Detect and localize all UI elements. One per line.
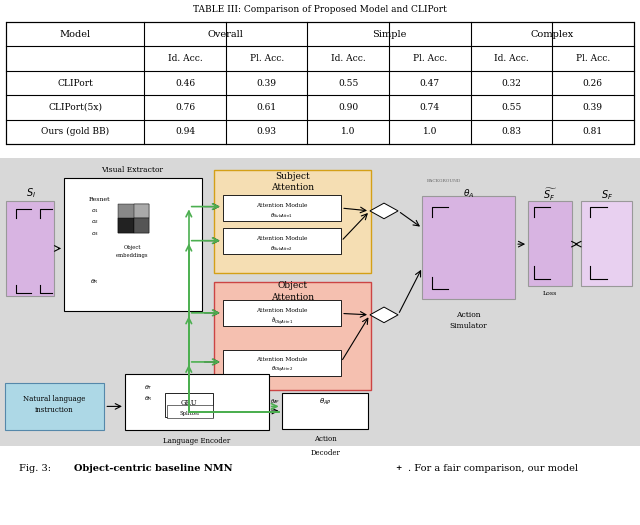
FancyBboxPatch shape (134, 218, 149, 233)
Text: Visual Extractor: Visual Extractor (102, 166, 163, 174)
FancyBboxPatch shape (118, 218, 134, 233)
FancyBboxPatch shape (422, 196, 515, 299)
Text: instruction: instruction (35, 406, 74, 414)
Text: 0.26: 0.26 (583, 79, 603, 88)
Text: Decoder: Decoder (310, 449, 340, 457)
Text: $o_3$: $o_3$ (91, 230, 99, 238)
FancyBboxPatch shape (214, 171, 371, 273)
Text: Pl. Acc.: Pl. Acc. (413, 54, 447, 63)
Text: Resnet: Resnet (88, 197, 110, 202)
Polygon shape (370, 307, 398, 323)
Text: Attention Module: Attention Module (256, 308, 307, 313)
Text: $\theta_{SubAttn1}$: $\theta_{SubAttn1}$ (270, 211, 293, 219)
Text: 0.81: 0.81 (583, 128, 603, 136)
Text: CLIPort: CLIPort (58, 79, 93, 88)
Text: 0.55: 0.55 (338, 79, 358, 88)
Text: 0.94: 0.94 (175, 128, 195, 136)
Text: $o_1$: $o_1$ (91, 207, 99, 215)
Text: Natural language: Natural language (23, 395, 86, 403)
FancyBboxPatch shape (214, 281, 371, 390)
Text: $\theta_A$: $\theta_A$ (463, 187, 474, 200)
Text: $\hat{\theta}_{ObjAttn1}$: $\hat{\theta}_{ObjAttn1}$ (271, 314, 292, 327)
Text: Pl. Acc.: Pl. Acc. (576, 54, 610, 63)
Text: CLIPort(5x): CLIPort(5x) (49, 103, 102, 112)
FancyBboxPatch shape (223, 228, 341, 254)
Text: Loss: Loss (543, 291, 557, 296)
Text: 0.61: 0.61 (257, 103, 276, 112)
Text: Action: Action (456, 311, 481, 319)
FancyBboxPatch shape (282, 393, 368, 429)
Text: 0.39: 0.39 (257, 79, 276, 88)
Text: Simple: Simple (372, 30, 406, 39)
Text: Splitter: Splitter (180, 412, 200, 416)
Text: $\theta_R$: $\theta_R$ (90, 277, 99, 286)
FancyBboxPatch shape (223, 300, 341, 327)
Text: $\theta_{ObjAttn2}$: $\theta_{ObjAttn2}$ (271, 365, 292, 375)
Text: Subject: Subject (275, 172, 310, 181)
Text: Attention Module: Attention Module (256, 203, 307, 208)
Text: BACKGROUND: BACKGROUND (426, 178, 461, 183)
Text: Attention Module: Attention Module (256, 357, 307, 362)
FancyBboxPatch shape (125, 374, 269, 430)
Text: Complex: Complex (531, 30, 573, 39)
Text: $\theta_{AP}$: $\theta_{AP}$ (270, 397, 280, 406)
Text: 0.55: 0.55 (501, 103, 522, 112)
FancyBboxPatch shape (6, 201, 54, 296)
Text: $S_F$: $S_F$ (601, 188, 612, 202)
Text: 0.39: 0.39 (583, 103, 603, 112)
Text: $\theta_R$: $\theta_R$ (144, 394, 153, 403)
FancyBboxPatch shape (167, 405, 213, 418)
FancyBboxPatch shape (528, 201, 572, 286)
Text: $\theta_T$: $\theta_T$ (144, 383, 153, 392)
Text: $o_2$: $o_2$ (91, 218, 99, 226)
FancyBboxPatch shape (581, 201, 632, 286)
FancyBboxPatch shape (64, 177, 202, 311)
Text: Pl. Acc.: Pl. Acc. (250, 54, 284, 63)
Text: Object: Object (124, 245, 141, 249)
Text: 0.76: 0.76 (175, 103, 195, 112)
Text: 0.74: 0.74 (420, 103, 440, 112)
FancyBboxPatch shape (5, 383, 104, 430)
Text: embeddings: embeddings (116, 253, 148, 258)
Text: 0.32: 0.32 (501, 79, 521, 88)
FancyBboxPatch shape (118, 204, 149, 233)
Text: 0.83: 0.83 (501, 128, 522, 136)
FancyBboxPatch shape (165, 393, 213, 417)
FancyBboxPatch shape (223, 195, 341, 221)
Text: $S_I$: $S_I$ (26, 187, 36, 201)
FancyBboxPatch shape (0, 158, 640, 446)
Text: $\widetilde{S_F}$: $\widetilde{S_F}$ (543, 187, 557, 203)
Text: 0.46: 0.46 (175, 79, 195, 88)
Text: 0.90: 0.90 (338, 103, 358, 112)
Text: 1.0: 1.0 (341, 128, 355, 136)
Text: Object: Object (277, 281, 308, 290)
Text: 0.93: 0.93 (257, 128, 276, 136)
Text: Action: Action (314, 435, 337, 443)
Text: Object-centric baseline NMN: Object-centric baseline NMN (74, 464, 232, 472)
Text: Attention: Attention (271, 293, 314, 302)
Polygon shape (370, 203, 398, 219)
FancyBboxPatch shape (223, 350, 341, 375)
Text: Ours (gold BB): Ours (gold BB) (42, 128, 109, 136)
Text: +: + (396, 464, 402, 471)
Text: $\theta_{AP}$: $\theta_{AP}$ (319, 396, 332, 406)
Text: GRU: GRU (180, 399, 197, 407)
Text: $\theta_{SubAttn2}$: $\theta_{SubAttn2}$ (270, 244, 293, 253)
Text: Id. Acc.: Id. Acc. (168, 54, 202, 63)
Text: 1.0: 1.0 (422, 128, 437, 136)
Text: . For a fair comparison, our model: . For a fair comparison, our model (408, 464, 579, 472)
Text: 0.47: 0.47 (420, 79, 440, 88)
Text: Attention: Attention (271, 183, 314, 192)
Text: Simulator: Simulator (450, 322, 487, 330)
Text: Fig. 3:: Fig. 3: (19, 464, 54, 472)
Text: Language Encoder: Language Encoder (163, 437, 231, 445)
Text: Id. Acc.: Id. Acc. (494, 54, 529, 63)
Text: Model: Model (60, 30, 91, 39)
Text: Id. Acc.: Id. Acc. (331, 54, 365, 63)
FancyBboxPatch shape (6, 22, 634, 144)
Text: Attention Module: Attention Module (256, 236, 307, 241)
Text: TABLE III: Comparison of Proposed Model and CLIPort: TABLE III: Comparison of Proposed Model … (193, 5, 447, 14)
Text: Overall: Overall (208, 30, 244, 39)
FancyBboxPatch shape (134, 204, 149, 218)
